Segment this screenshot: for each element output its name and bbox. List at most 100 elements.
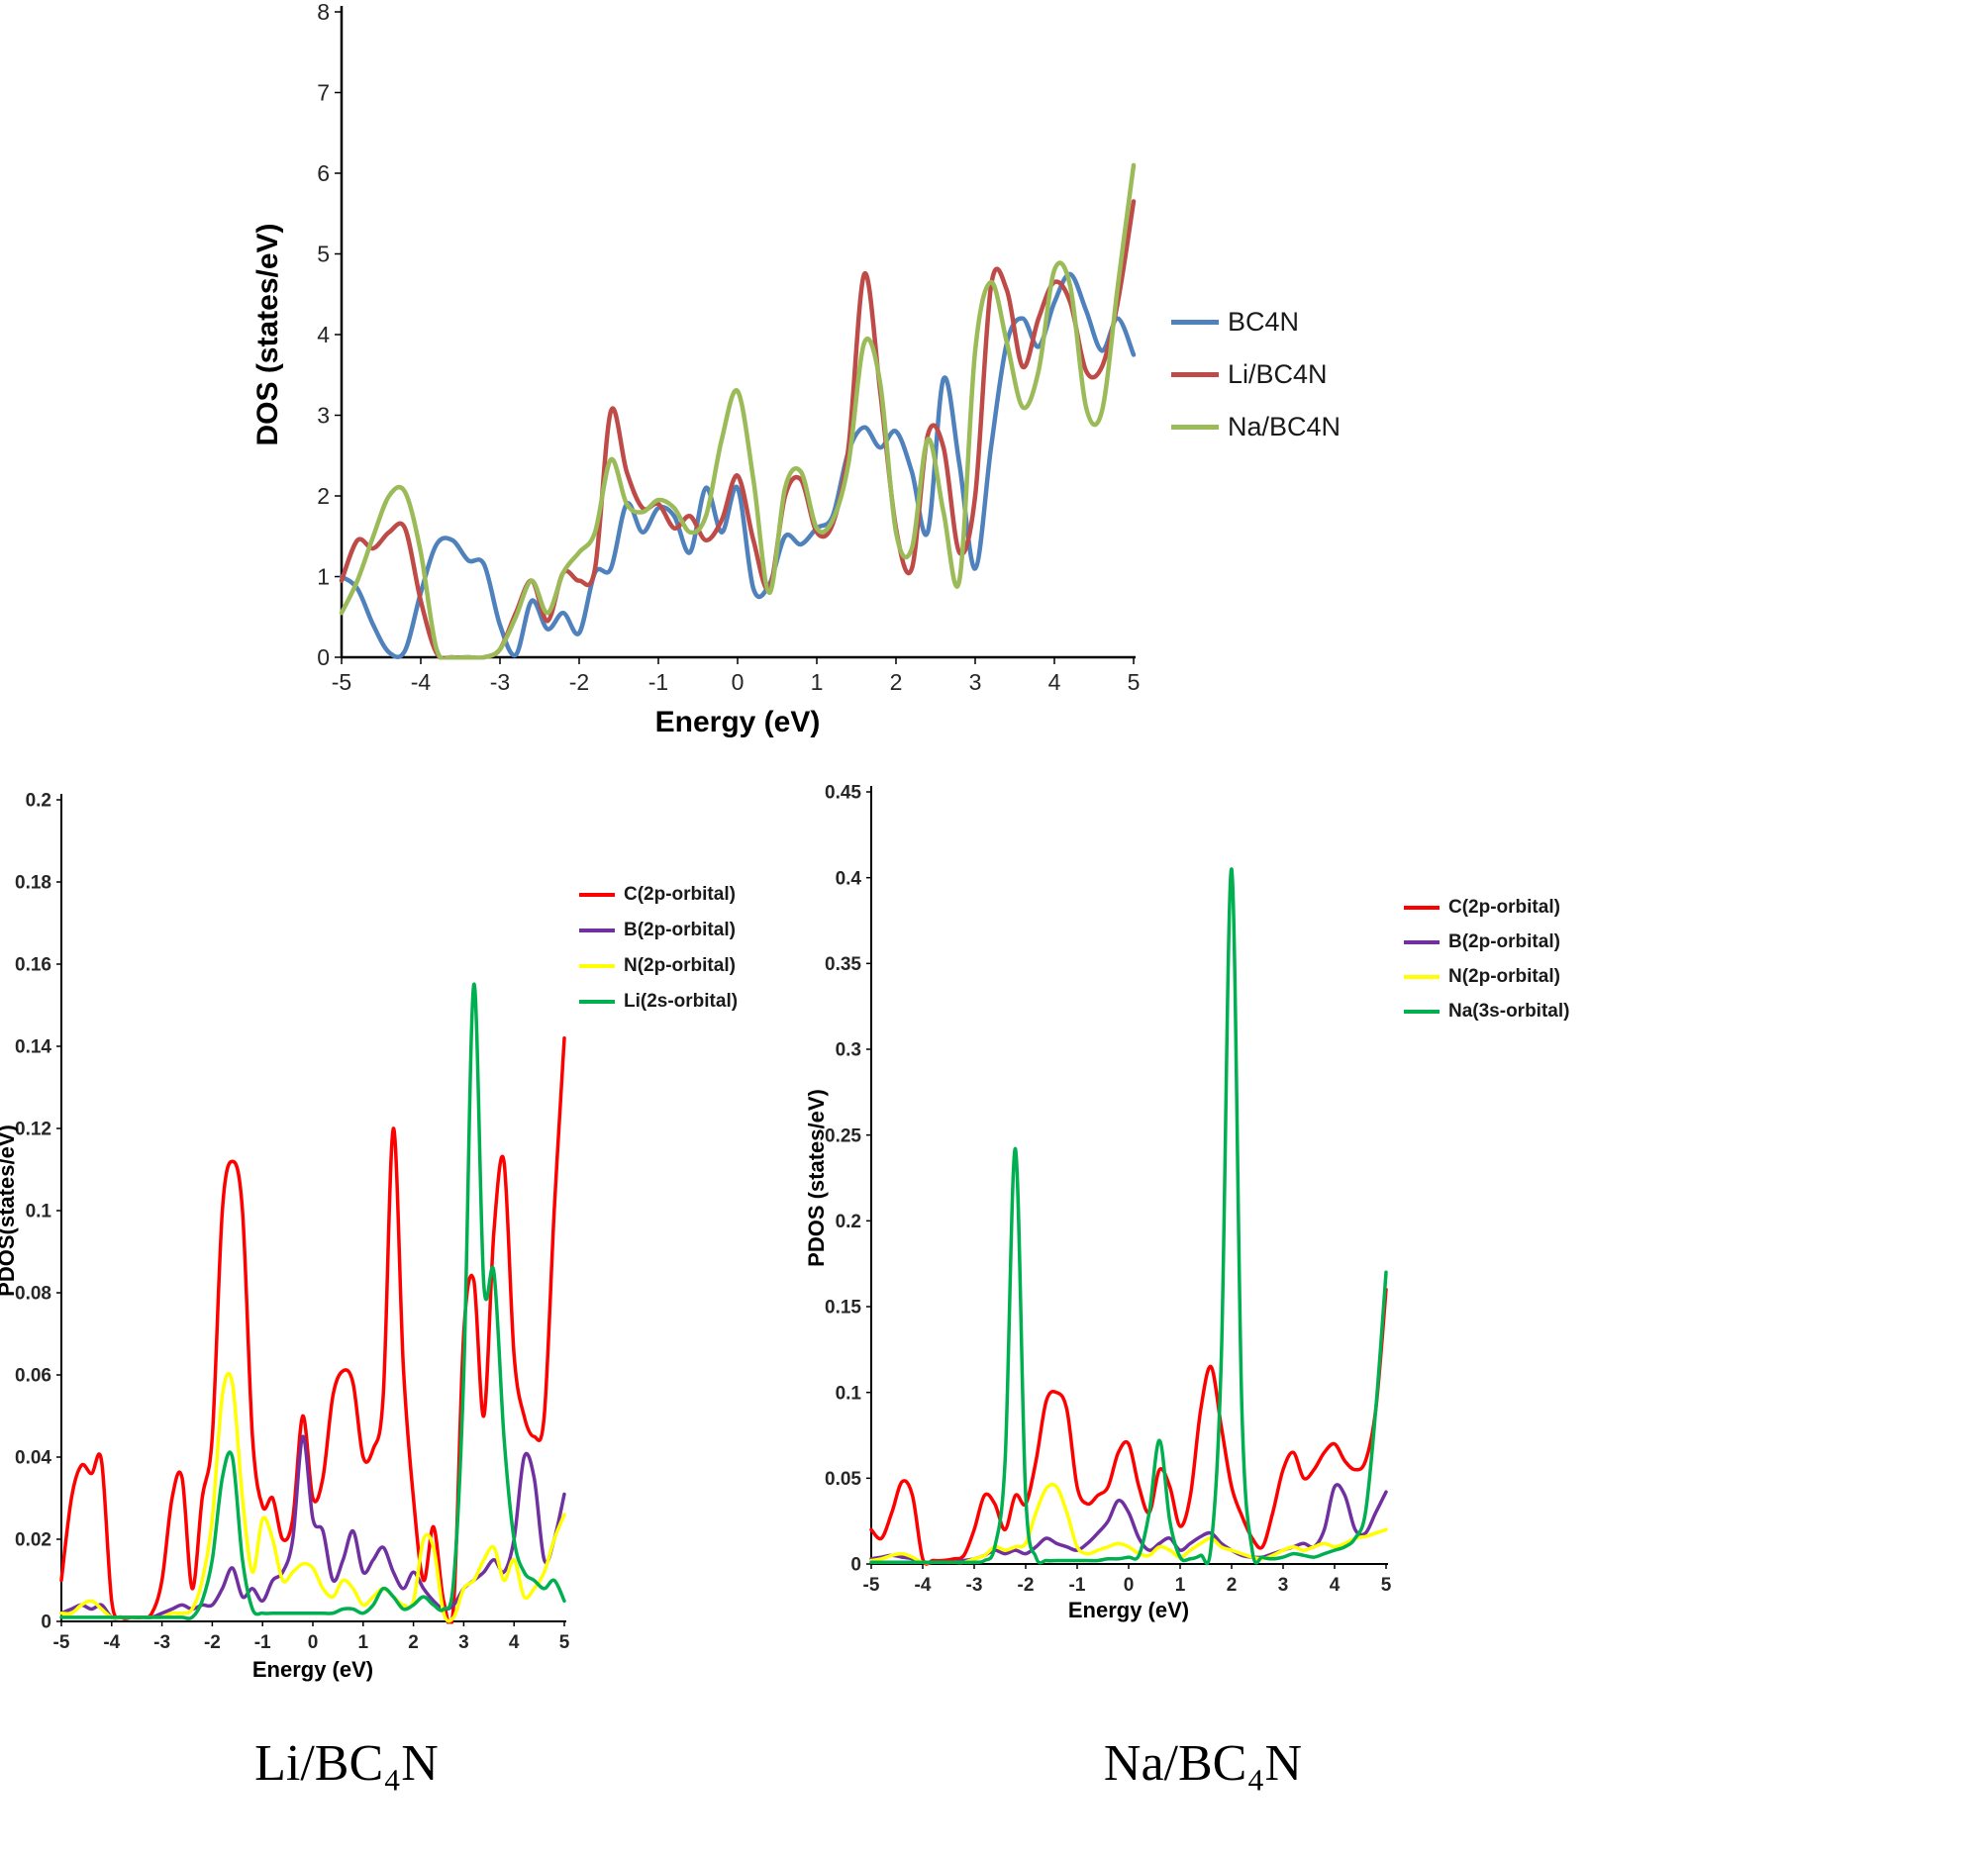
dos-xtick: 4: [1048, 669, 1061, 695]
pdos-li-xtick: -2: [204, 1632, 221, 1653]
pdos-li-xtick: -3: [153, 1632, 170, 1653]
pdos-li-ytick: 0: [41, 1613, 51, 1633]
pdos-li-ytick: 0.08: [15, 1284, 51, 1305]
pdos-li-xtick: -4: [103, 1632, 120, 1653]
dos-chart-canvas: 0 1 2 3 4 5 6 7 8 -5 -4 -3 -2 -1 0 1 2 3 4 5 Energy (eV) DOS …: [251, 0, 1140, 738]
pdos-na-xtick: 4: [1330, 1575, 1341, 1596]
pdos-li-xtick: 2: [408, 1632, 419, 1653]
pdos-na-xtick: -3: [966, 1575, 983, 1596]
legend-label-b2p-na: B(2p-orbital): [1448, 931, 1560, 952]
legend-item-n2p: N(2p-orbital): [579, 955, 738, 977]
legend-label-li2s: Li(2s-orbital): [624, 991, 739, 1012]
dos-xtick: 0: [732, 669, 745, 695]
pdos-li-ytick: 0.04: [15, 1448, 51, 1469]
pdos-li-axes: 0 0.02 0.04 0.06 0.08 0.1 0.12 0.14 0.16 0.18 0.2 -…: [0, 791, 570, 1682]
dos-ytick: 2: [317, 483, 330, 509]
legend-label-na3s: Na(3s-orbital): [1448, 1001, 1570, 1022]
pdos-na-line-B(2p-orbital): [869, 1483, 1388, 1565]
pdos-li-ytick: 0.02: [15, 1530, 51, 1551]
dos-xlabel: Energy (eV): [655, 706, 821, 738]
pdos-na-line-Na(3s-orbital): [869, 867, 1388, 1566]
legend-label-n2p: N(2p-orbital): [624, 955, 736, 976]
legend-label-na-bc4n: Na/BC4N: [1228, 412, 1342, 441]
pdos-na-ytick: 0.05: [825, 1469, 861, 1490]
dos-ytick: 8: [317, 0, 330, 25]
dos-ytick: 5: [317, 242, 330, 267]
pdos-na-xtick: -2: [1018, 1575, 1035, 1596]
pdos-li-legend: C(2p-orbital) B(2p-orbital) N(2p-orbital…: [579, 884, 738, 1013]
caption-na-bc4n: Na/BC₄N: [1103, 1735, 1303, 1792]
pdos-li-line-C(2p-orbital): [59, 1035, 566, 1624]
dos-xtick: 1: [811, 669, 824, 695]
legend-label-n2p-na: N(2p-orbital): [1448, 966, 1560, 987]
pdos-li-xtick: -5: [53, 1632, 70, 1653]
pdos-na-xtick: -1: [1069, 1575, 1086, 1596]
dos-xtick: 2: [890, 669, 903, 695]
dos-ylabel: DOS (states/eV): [251, 223, 284, 445]
pdos-li-chart-canvas: 0 0.02 0.04 0.06 0.08 0.1 0.12 0.14 0.16 0.18 0.2 -…: [0, 791, 570, 1682]
pdos-na-xtick: -4: [915, 1575, 932, 1596]
pdos-na-axes: 0 0.05 0.1 0.15 0.2 0.25 0.3 0.35 0.4 0.45 -5 -4 -3 -…: [804, 783, 1392, 1622]
dos-line-Li/BC4N: [339, 199, 1137, 660]
dos-ytick: 1: [317, 564, 330, 590]
legend-line-n2p: [579, 964, 615, 968]
pdos-li-xtick: 3: [458, 1632, 469, 1653]
pdos-li-ytick: 0.2: [26, 791, 51, 812]
legend-line-c2p-na: [1404, 906, 1440, 910]
dos-xtick: -5: [332, 669, 351, 695]
dos-ytick: 0: [317, 644, 330, 670]
pdos-li-xtick: 5: [559, 1632, 570, 1653]
dos-ytick: 4: [317, 322, 330, 347]
legend-line-b2p: [579, 928, 615, 932]
pdos-li-xtick: -1: [254, 1632, 271, 1653]
pdos-na-ytick: 0.4: [836, 868, 862, 889]
pdos-na-legend: C(2p-orbital) B(2p-orbital) N(2p-orbital…: [1404, 897, 1569, 1023]
pdos-li-ytick: 0.12: [15, 1120, 51, 1140]
pdos-na-ytick: 0.3: [836, 1040, 861, 1061]
pdos-na-series-group: [869, 867, 1388, 1566]
pdos-na-ytick: 0.15: [825, 1298, 861, 1319]
dos-xtick: -2: [569, 669, 589, 695]
dos-xtick: 3: [969, 669, 982, 695]
pdos-li-ylabel: PDOS(states/eV): [0, 1124, 19, 1297]
pdos-na-xtick: 3: [1278, 1575, 1289, 1596]
pdos-li-xtick: 1: [358, 1632, 369, 1653]
pdos-li-ytick: 0.06: [15, 1366, 51, 1387]
dos-xtick: -4: [411, 669, 432, 695]
pdos-na-chart-canvas: 0 0.05 0.1 0.15 0.2 0.25 0.3 0.35 0.4 0.45 -5 -4 -3 -…: [804, 783, 1392, 1622]
legend-item-bc4n: BC4N: [1171, 307, 1341, 338]
legend-line-na3s: [1404, 1010, 1440, 1014]
dos-legend: BC4N Li/BC4N Na/BC4N: [1171, 307, 1341, 442]
pdos-na-line-N(2p-orbital): [869, 1482, 1388, 1565]
legend-item-li-bc4n: Li/BC4N: [1171, 359, 1341, 390]
dos-axes: 0 1 2 3 4 5 6 7 8 -5 -4 -3 -2 -1 0 1 2 3 4 5 Energy (eV) DOS …: [251, 0, 1140, 738]
legend-label-b2p: B(2p-orbital): [624, 920, 736, 940]
caption-li-bc4n: Li/BC₄N: [254, 1735, 439, 1792]
dos-xtick: 5: [1128, 669, 1141, 695]
legend-item-b2p-na: B(2p-orbital): [1404, 931, 1569, 953]
legend-item-n2p-na: N(2p-orbital): [1404, 966, 1569, 988]
pdos-na-ytick: 0.25: [825, 1125, 861, 1146]
pdos-na-xtick: 5: [1381, 1575, 1392, 1596]
pdos-na-xtick: -5: [863, 1575, 880, 1596]
dos-xtick: -3: [490, 669, 510, 695]
pdos-li-ytick: 0.18: [15, 873, 51, 894]
dos-ytick: 3: [317, 403, 330, 429]
pdos-li-ytick: 0.16: [15, 955, 51, 976]
pdos-li-xlabel: Energy (eV): [252, 1657, 373, 1682]
dos-series-group: [339, 162, 1137, 660]
pdos-na-ytick: 0.45: [825, 783, 861, 804]
legend-line-n2p-na: [1404, 975, 1440, 979]
pdos-na-ytick: 0.1: [836, 1383, 862, 1404]
pdos-li-line-Li(2s-orbital): [59, 982, 566, 1620]
pdos-li-ytick: 0.14: [15, 1037, 51, 1058]
dos-line-BC4N: [339, 271, 1137, 659]
legend-label-bc4n: BC4N: [1228, 307, 1300, 337]
legend-item-li2s: Li(2s-orbital): [579, 991, 738, 1013]
legend-line-b2p-na: [1404, 940, 1440, 944]
dos-xtick: -1: [648, 669, 668, 695]
pdos-li-ytick: 0.1: [26, 1202, 52, 1222]
pdos-na-xtick: 0: [1124, 1575, 1135, 1596]
pdos-na-ytick: 0: [850, 1555, 861, 1576]
